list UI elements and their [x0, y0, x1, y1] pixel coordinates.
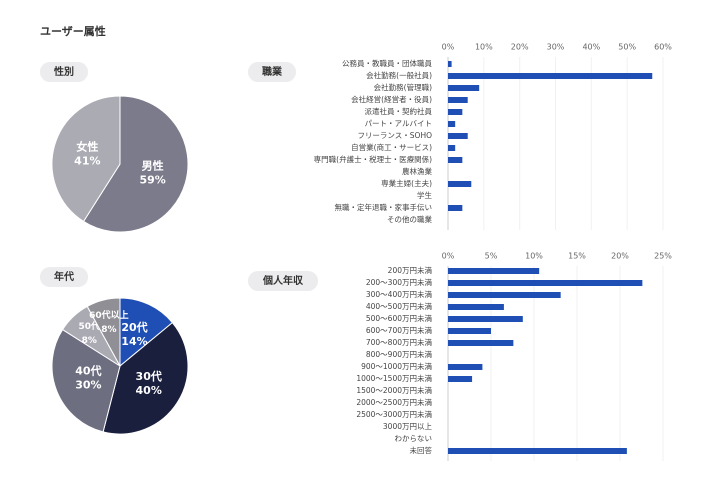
category-label: 学生	[417, 190, 432, 200]
x-tick-label: 40%	[582, 43, 600, 52]
pie-slice	[51, 328, 121, 433]
bar	[448, 304, 504, 310]
x-tick-label: 25%	[654, 252, 672, 261]
category-label: 1000～1500万円未満	[356, 373, 432, 383]
x-tick-label: 5%	[485, 252, 498, 261]
bar	[448, 280, 643, 286]
bar	[448, 85, 480, 91]
section-pill	[40, 267, 88, 287]
x-tick-label: 20%	[511, 43, 529, 52]
category-label: 会社勤務(管理職)	[374, 82, 432, 92]
bar	[448, 292, 561, 298]
section-title: 性別	[53, 65, 74, 78]
category-label: パート・アルバイト	[365, 119, 432, 128]
x-tick-label: 10%	[525, 252, 543, 261]
category-label: 3000万円以上	[383, 422, 433, 431]
bar	[448, 340, 514, 346]
category-label: 2500～3000万円未満	[356, 409, 432, 419]
bar	[448, 73, 653, 79]
bar	[448, 133, 468, 139]
bar	[448, 376, 473, 382]
category-label: 無職・定年退職・家事手伝い	[335, 202, 433, 212]
x-tick-label: 0%	[442, 252, 455, 261]
x-tick-label: 10%	[475, 43, 493, 52]
category-label: 会社勤務(一般社員)	[366, 70, 432, 80]
category-label: 専門職(弁護士・税理士・医療関係)	[314, 154, 432, 164]
slice-value: 40%	[136, 384, 162, 397]
pie-slice	[102, 321, 189, 435]
slice-value: 8%	[82, 336, 97, 346]
bar	[448, 181, 472, 187]
section-title: 職業	[262, 65, 283, 78]
category-label: 1500～2000万円未満	[356, 385, 432, 395]
x-tick-label: 0%	[442, 43, 455, 52]
slice-value: 59%	[139, 173, 165, 186]
category-label: 300～400万円未満	[366, 289, 433, 299]
category-label: フリーランス・SOHO	[357, 131, 432, 140]
slice-value: 30%	[75, 379, 101, 392]
category-label: 公務員・教職員・団体職員	[342, 58, 432, 68]
x-tick-label: 60%	[654, 43, 672, 52]
slice-value: 14%	[121, 335, 147, 348]
section-title: 年代	[54, 270, 74, 283]
slice-label: 40代	[75, 364, 101, 378]
slice-label: 女性	[76, 140, 98, 154]
x-tick-label: 15%	[568, 252, 586, 261]
bar	[448, 145, 456, 151]
section-pill	[248, 271, 318, 291]
category-label: 700～800万円未満	[366, 337, 433, 347]
category-label: 農林漁業	[402, 166, 432, 176]
category-label: 400～500万円未満	[366, 301, 433, 311]
category-label: 200～300万円未満	[366, 277, 433, 287]
slice-value: 41%	[74, 155, 100, 168]
bar	[448, 157, 463, 163]
category-label: 2000～2500万円未満	[356, 397, 432, 407]
pie-slice	[51, 95, 121, 223]
category-label: その他の職業	[387, 214, 432, 224]
bar	[448, 61, 452, 67]
pie-slice	[86, 297, 121, 367]
section-pill	[248, 62, 296, 82]
bar	[448, 328, 491, 334]
page-title: ユーザー属性	[40, 24, 106, 38]
category-label: 200万円未満	[388, 265, 433, 275]
category-label: 500～600万円未満	[366, 313, 433, 323]
category-label: 800～900万円未満	[366, 349, 433, 359]
section-pill	[40, 62, 88, 82]
category-label: 600～700万円未満	[366, 325, 433, 335]
category-label: 専業主婦(主夫)	[381, 178, 432, 188]
slice-label: 50代	[79, 320, 101, 332]
category-label: 自営業(商工・サービス)	[351, 142, 432, 152]
bar	[448, 205, 463, 211]
slice-label: 20代	[121, 320, 147, 334]
bar	[448, 109, 463, 115]
pie-slice	[119, 297, 174, 368]
category-label: わからない	[395, 434, 433, 443]
slice-label: 男性	[142, 158, 164, 172]
pie-slice	[82, 95, 189, 233]
x-tick-label: 20%	[611, 252, 629, 261]
x-tick-label: 50%	[618, 43, 636, 52]
section-title: 個人年収	[262, 274, 304, 287]
x-tick-label: 30%	[547, 43, 565, 52]
slice-value: 8%	[101, 325, 116, 335]
bar	[448, 316, 523, 322]
bar	[448, 97, 468, 103]
category-label: 900～1000万円未満	[361, 361, 432, 371]
category-label: 未回答	[410, 445, 433, 455]
bar	[448, 448, 627, 454]
slice-label: 60代以上	[89, 309, 129, 321]
category-label: 派遣社員・契約社員	[365, 106, 433, 116]
bar	[448, 121, 456, 127]
bar	[448, 364, 483, 370]
slice-label: 30代	[136, 369, 162, 383]
category-label: 会社経営(経営者・役員)	[351, 94, 432, 104]
bar	[448, 268, 540, 274]
